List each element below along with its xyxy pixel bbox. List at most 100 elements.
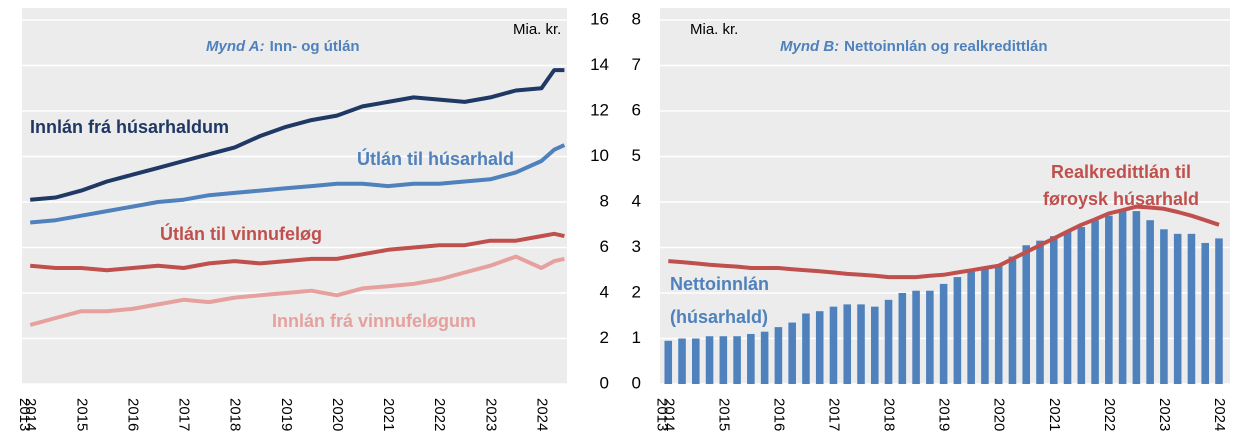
- bar: [1160, 229, 1168, 384]
- bar: [953, 277, 962, 384]
- line: [668, 204, 1220, 280]
- unit-label: Mia. kr.: [690, 21, 738, 38]
- y-tick-label: 8: [600, 191, 609, 210]
- bar: [788, 322, 796, 384]
- x-tick-label: 2019: [278, 398, 295, 431]
- y-tick-label: 3: [632, 237, 641, 256]
- x-tick-label: 2018: [881, 398, 898, 431]
- bar: [1091, 220, 1099, 384]
- bar: [967, 270, 975, 384]
- x-tick-label: 2023: [482, 398, 499, 431]
- bar: [1077, 227, 1086, 384]
- bar: [1215, 238, 1223, 384]
- plot-area: [22, 8, 567, 384]
- bar: [1008, 256, 1017, 384]
- annotation: Mynd B: Nettoinnlán og realkredittlán: [780, 38, 1048, 55]
- series-label: Útlán til húsarhald: [357, 148, 514, 169]
- x-tick-label: 2024: [533, 398, 550, 431]
- x-tick-label: 2013: [654, 398, 671, 431]
- annotation: Mynd A: Inn- og útlán: [206, 38, 360, 55]
- series-label: Innlán frá vinnufeløgum: [272, 311, 476, 331]
- y-tick-label: 8: [632, 9, 641, 28]
- bar: [747, 333, 755, 384]
- bar: [898, 293, 907, 384]
- bar: [719, 336, 728, 384]
- x-tick-label: 2015: [715, 398, 732, 431]
- bar: [1036, 240, 1044, 384]
- x-tick-label: 2024: [1211, 398, 1228, 431]
- bar: [939, 283, 948, 384]
- annotation-prefix: Mynd B:: [780, 38, 839, 55]
- bar: [1118, 211, 1127, 384]
- bar: [1173, 233, 1182, 384]
- x-tick-label: 2017: [826, 398, 843, 431]
- y-tick-label: 10: [590, 146, 609, 165]
- series-label: Nettoinnlán: [670, 274, 769, 294]
- bar: [760, 331, 769, 384]
- series-label: Innlán frá húsarhaldum: [30, 117, 229, 137]
- line: [30, 68, 565, 202]
- bar: [1132, 211, 1141, 384]
- y-tick-label: 1: [632, 328, 641, 347]
- y-tick-label: 5: [632, 146, 641, 165]
- x-tick-label: 2016: [770, 398, 787, 431]
- x-tick-label: 2022: [1101, 398, 1118, 431]
- bar: [1187, 233, 1196, 384]
- x-tick-label: 2021: [1046, 398, 1063, 431]
- bar: [912, 290, 920, 384]
- annotation-text: Nettoinnlán og realkredittlán: [844, 38, 1047, 55]
- bar: [843, 304, 852, 384]
- x-tick-label: 2020: [991, 398, 1008, 431]
- bar: [1049, 236, 1058, 384]
- y-tick-label: 6: [600, 237, 609, 256]
- x-tick-label: 2015: [73, 398, 90, 431]
- x-tick-label: 2022: [431, 398, 448, 431]
- x-tick-label: 2018: [227, 398, 244, 431]
- bar: [926, 290, 934, 384]
- bar: [829, 306, 838, 384]
- x-tick-label: 2014: [660, 398, 677, 431]
- series-label: føroysk húsarhald: [1043, 189, 1199, 209]
- bar: [1022, 245, 1031, 384]
- bar: [664, 340, 673, 384]
- x-tick-label: 2023: [1156, 398, 1173, 431]
- bar: [802, 313, 810, 384]
- x-tick-label: 2016: [124, 398, 141, 431]
- annotation-text: Inn- og útlán: [270, 38, 360, 55]
- series-label: (húsarhald): [670, 307, 768, 327]
- y-tick-label: 0: [600, 373, 609, 392]
- y-tick-label: 7: [632, 55, 641, 74]
- bar: [1063, 231, 1072, 384]
- y-tick-label: 12: [590, 100, 609, 119]
- y-tick-label: 0: [632, 373, 641, 392]
- y-tick-label: 4: [600, 282, 609, 301]
- bar: [733, 336, 741, 384]
- bar: [705, 336, 714, 384]
- bar: [692, 338, 700, 384]
- bar: [857, 304, 865, 384]
- bar: [884, 299, 893, 384]
- bar: [994, 265, 1003, 384]
- x-tick-label: 2017: [176, 398, 193, 431]
- y-tick-label: 14: [590, 55, 609, 74]
- line: [30, 231, 565, 273]
- x-tick-label: 2014: [22, 398, 39, 431]
- bar: [678, 338, 686, 384]
- bar: [774, 327, 783, 384]
- bar: [1201, 242, 1210, 384]
- annotation-prefix: Mynd A:: [206, 38, 265, 55]
- line: [29, 254, 565, 327]
- series-label: Realkredittlán til: [1051, 162, 1191, 182]
- line: [30, 143, 566, 225]
- y-tick-label: 6: [632, 100, 641, 119]
- bar: [870, 306, 879, 384]
- unit-label: Mia. kr.: [513, 21, 561, 38]
- y-tick-label: 4: [632, 191, 641, 210]
- y-tick-label: 2: [600, 328, 609, 347]
- bar: [981, 267, 989, 384]
- bar: [1105, 215, 1113, 384]
- y-tick-label: 2: [632, 282, 641, 301]
- x-tick-label: 2020: [329, 398, 346, 431]
- x-tick-label: 2013: [16, 398, 33, 431]
